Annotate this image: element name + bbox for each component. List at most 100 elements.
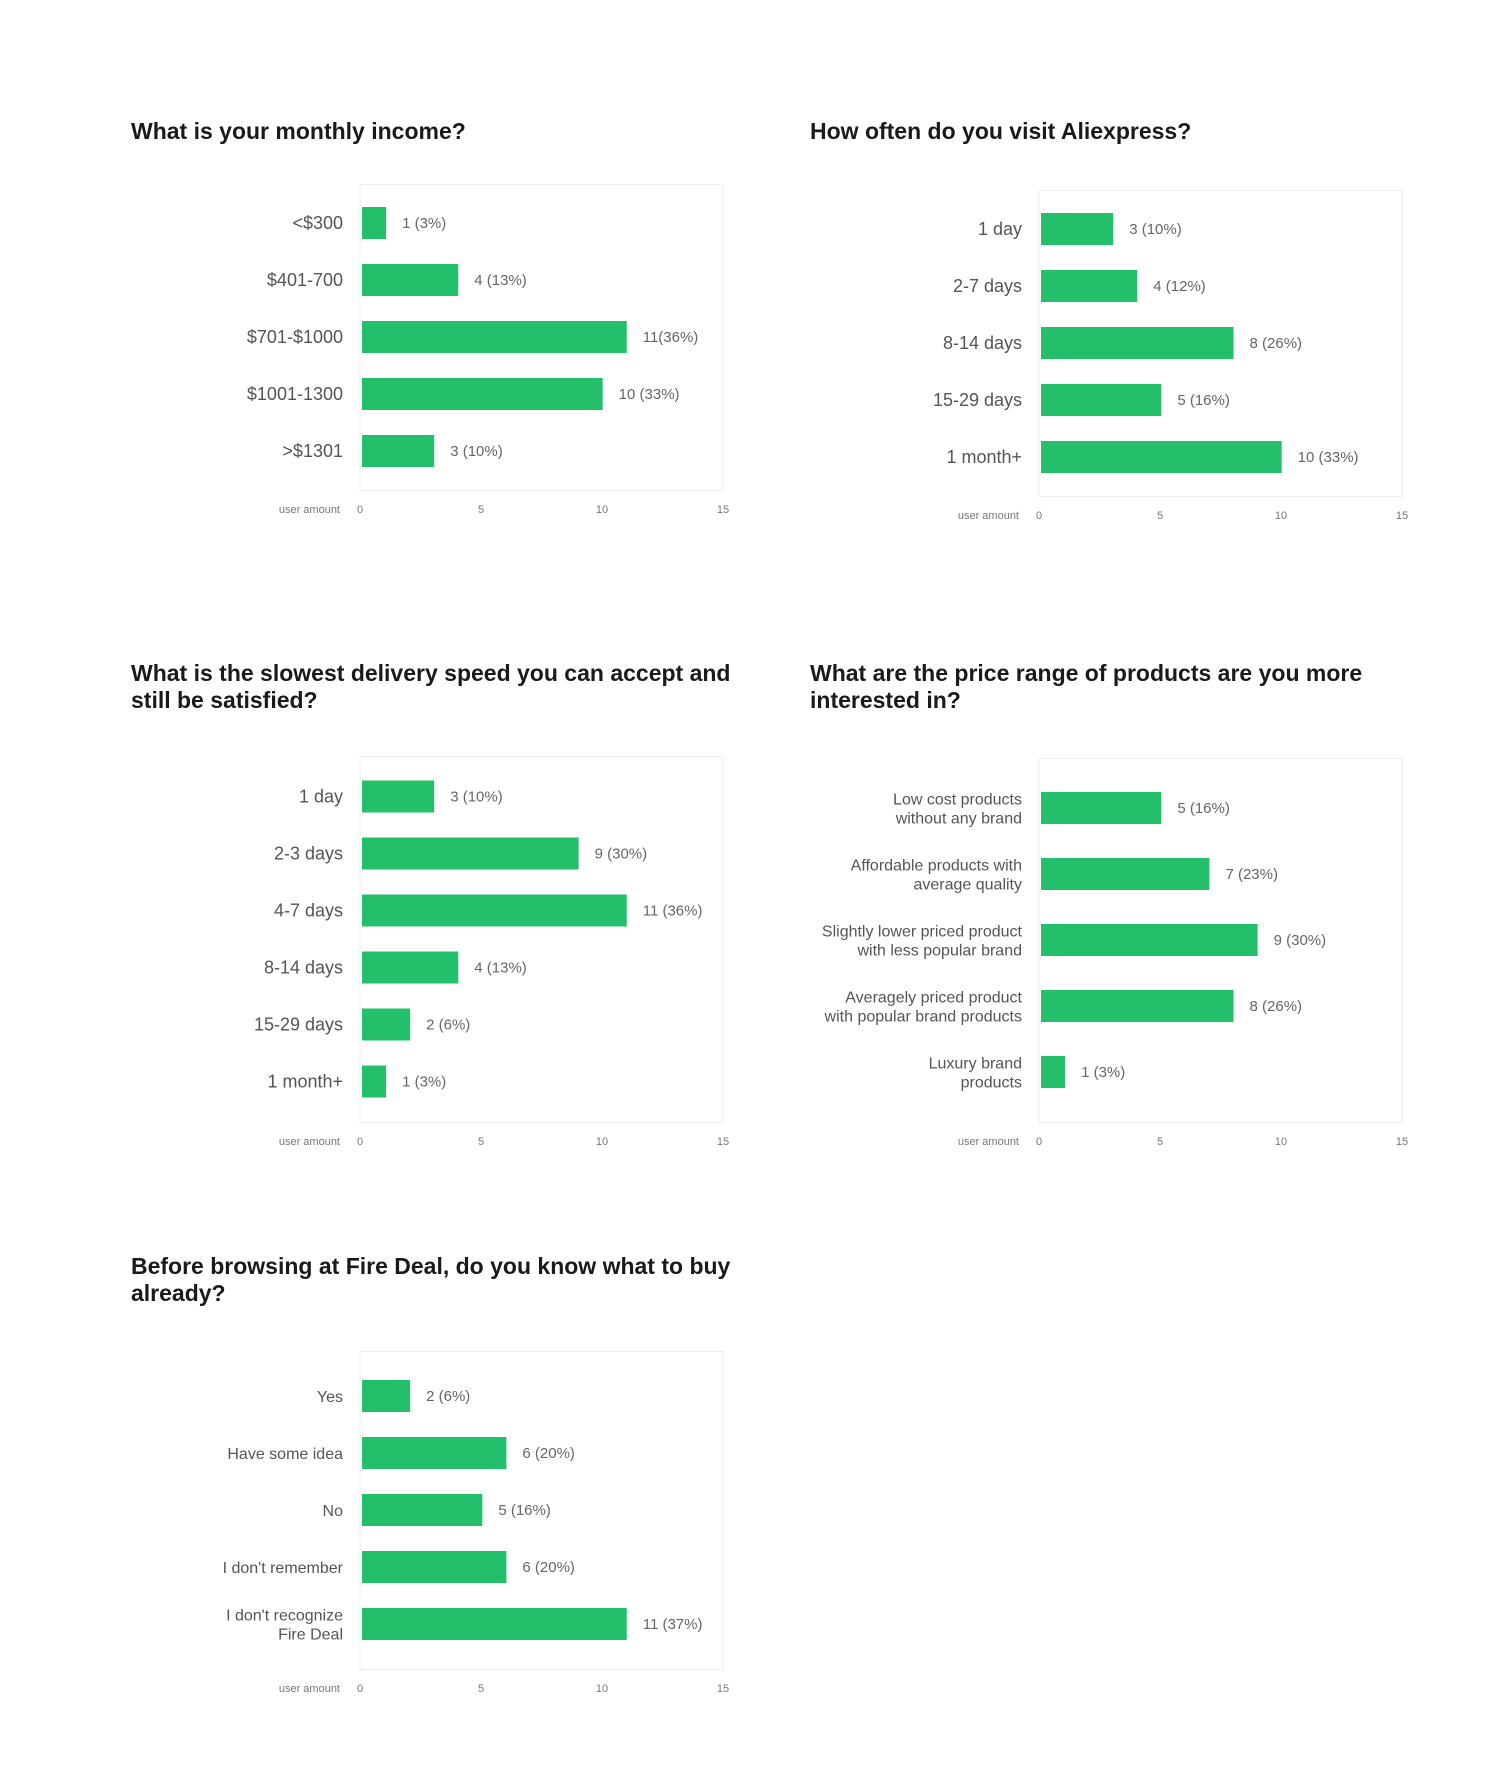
x-tick-label: 10	[596, 1136, 608, 1148]
bar	[362, 837, 579, 870]
x-tick-label: 5	[1157, 510, 1163, 522]
category-label: I don't recognize	[226, 1608, 343, 1625]
bar-value-label: 9 (30%)	[595, 846, 648, 863]
bar	[1041, 1056, 1066, 1088]
category-label: Have some idea	[227, 1446, 343, 1463]
bar	[362, 1380, 411, 1412]
bar	[362, 1608, 627, 1640]
bar-value-label: 1 (3%)	[402, 215, 446, 232]
category-label: $401-700	[267, 270, 343, 290]
plot-frame	[1038, 190, 1403, 497]
x-tick-label: 10	[596, 504, 608, 516]
x-tick-label: 0	[1036, 1136, 1042, 1148]
category-label: Averagely priced product	[845, 990, 1022, 1007]
x-tick-label: 15	[717, 1683, 729, 1695]
bar	[362, 1008, 411, 1041]
x-axis-label: user amount	[958, 1136, 1019, 1148]
category-label: 1 month+	[946, 447, 1022, 467]
category-label: Slightly lower priced product	[822, 924, 1023, 941]
bar	[1041, 384, 1162, 416]
x-tick-label: 10	[596, 1683, 608, 1695]
bar	[362, 1437, 507, 1469]
bar	[1041, 441, 1282, 473]
chart-price-range: What are the price range of products are…	[810, 660, 1450, 1148]
x-tick-label: 5	[1157, 1136, 1163, 1148]
chart-title: What is the slowest delivery speed you c…	[131, 660, 731, 713]
x-tick-label: 0	[1036, 510, 1042, 522]
bar-value-label: 3 (10%)	[450, 443, 503, 460]
bar-value-label: 5 (16%)	[1177, 392, 1230, 409]
bar-value-label: 4 (13%)	[474, 960, 527, 977]
x-axis-label: user amount	[958, 510, 1019, 522]
x-tick-label: 10	[1275, 510, 1287, 522]
bar-value-label: 11 (36%)	[643, 903, 703, 920]
category-label: 8-14 days	[943, 333, 1022, 353]
bar-value-label: 6 (20%)	[522, 1445, 575, 1462]
chart-fire-deal-intent: Before browsing at Fire Deal, do you kno…	[131, 1253, 771, 1695]
bar	[1041, 792, 1162, 824]
bar-value-label: 3 (10%)	[1129, 221, 1182, 238]
category-label: <$300	[292, 213, 343, 233]
plot-frame	[1038, 758, 1403, 1123]
category-label: 8-14 days	[264, 958, 343, 978]
bar-value-label: 11 (37%)	[643, 1616, 703, 1633]
category-label: >$1301	[282, 441, 343, 461]
category-label: without any brand	[895, 811, 1022, 828]
category-label: Luxury brand	[929, 1056, 1022, 1073]
category-label: Fire Deal	[278, 1627, 343, 1644]
chart-title: What are the price range of products are…	[810, 660, 1363, 713]
bar	[362, 1065, 387, 1098]
x-tick-label: 15	[717, 504, 729, 516]
category-label: $701-$1000	[247, 327, 343, 347]
bar	[1041, 327, 1234, 359]
bar	[362, 780, 435, 813]
x-tick-label: 15	[717, 1136, 729, 1148]
category-label: with popular brand products	[824, 1009, 1022, 1026]
category-label: average quality	[913, 877, 1022, 894]
bar-value-label: 2 (6%)	[426, 1388, 470, 1405]
bar	[362, 1494, 483, 1526]
bar-value-label: 5 (16%)	[498, 1502, 551, 1519]
bar-value-label: 4 (13%)	[474, 272, 527, 289]
bar	[362, 894, 627, 927]
chart-title: How often do you visit Aliexpress?	[810, 118, 1192, 144]
bar-value-label: 11(36%)	[643, 329, 699, 346]
category-label: Yes	[317, 1389, 343, 1406]
bar-value-label: 6 (20%)	[522, 1559, 575, 1576]
x-axis-label: user amount	[279, 504, 340, 516]
bar	[1041, 270, 1138, 302]
category-label: 1 day	[978, 219, 1022, 239]
bar-value-label: 5 (16%)	[1177, 800, 1230, 817]
plot-frame	[359, 756, 724, 1123]
bar	[362, 264, 459, 296]
chart-delivery-speed: What is the slowest delivery speed you c…	[131, 660, 771, 1148]
x-tick-label: 15	[1396, 1136, 1408, 1148]
bar-value-label: 7 (23%)	[1225, 866, 1278, 883]
x-axis-label: user amount	[279, 1683, 340, 1695]
bar-value-label: 10 (33%)	[1298, 449, 1359, 466]
bar-value-label: 8 (26%)	[1250, 998, 1303, 1015]
category-label: Affordable products with	[851, 858, 1022, 875]
plot-frame	[359, 184, 724, 491]
bar-value-label: 4 (12%)	[1153, 278, 1206, 295]
bar	[362, 951, 459, 984]
x-tick-label: 15	[1396, 510, 1408, 522]
chart-plot: 2 (6%) Yes 6 (20%) Have some idea 5 (16%) No 6…	[223, 1351, 729, 1695]
plot-frame	[359, 1351, 724, 1670]
bar-value-label: 1 (3%)	[1081, 1064, 1125, 1081]
x-tick-label: 5	[478, 504, 484, 516]
bar	[362, 1551, 507, 1583]
category-label: 15-29 days	[254, 1015, 343, 1035]
category-label: 2-7 days	[953, 276, 1022, 296]
bar	[362, 378, 603, 410]
bar-value-label: 9 (30%)	[1274, 932, 1327, 949]
chart-title: Before browsing at Fire Deal, do you kno…	[131, 1253, 731, 1306]
x-tick-label: 0	[357, 1136, 363, 1148]
category-label: $1001-1300	[247, 384, 343, 404]
bar-value-label: 10 (33%)	[619, 386, 680, 403]
chart-title: What is your monthly income?	[131, 118, 466, 144]
category-label: products	[961, 1075, 1022, 1092]
category-label: 1 month+	[267, 1072, 343, 1092]
bar	[1041, 213, 1114, 245]
x-tick-label: 5	[478, 1136, 484, 1148]
